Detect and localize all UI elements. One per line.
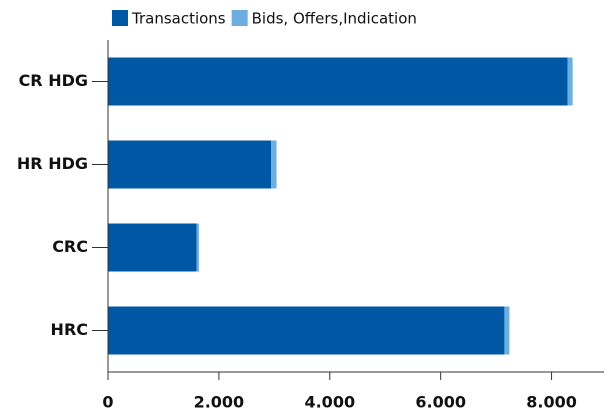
legend-label: Transactions <box>131 10 226 28</box>
bar <box>567 57 573 106</box>
bar <box>271 140 277 189</box>
y-tick-label: CRC <box>52 237 88 256</box>
y-tick-label: CR HDG <box>19 71 88 90</box>
bar <box>108 57 568 106</box>
legend-label: Bids, Offers,Indication <box>252 10 417 28</box>
bar <box>108 140 272 189</box>
y-tick-label: HR HDG <box>17 154 88 173</box>
legend-swatch <box>112 10 128 26</box>
bar <box>108 223 197 272</box>
bar <box>108 306 505 355</box>
x-tick-label: 0 <box>102 393 113 412</box>
x-tick-label: 6.000 <box>415 393 466 412</box>
y-tick-label: HRC <box>51 320 88 339</box>
bar <box>504 306 510 355</box>
bar <box>196 223 199 272</box>
x-tick-label: 4.000 <box>304 393 355 412</box>
x-tick-label: 8.000 <box>526 393 577 412</box>
legend-swatch <box>231 10 248 26</box>
x-tick-label: 2.000 <box>194 393 245 412</box>
